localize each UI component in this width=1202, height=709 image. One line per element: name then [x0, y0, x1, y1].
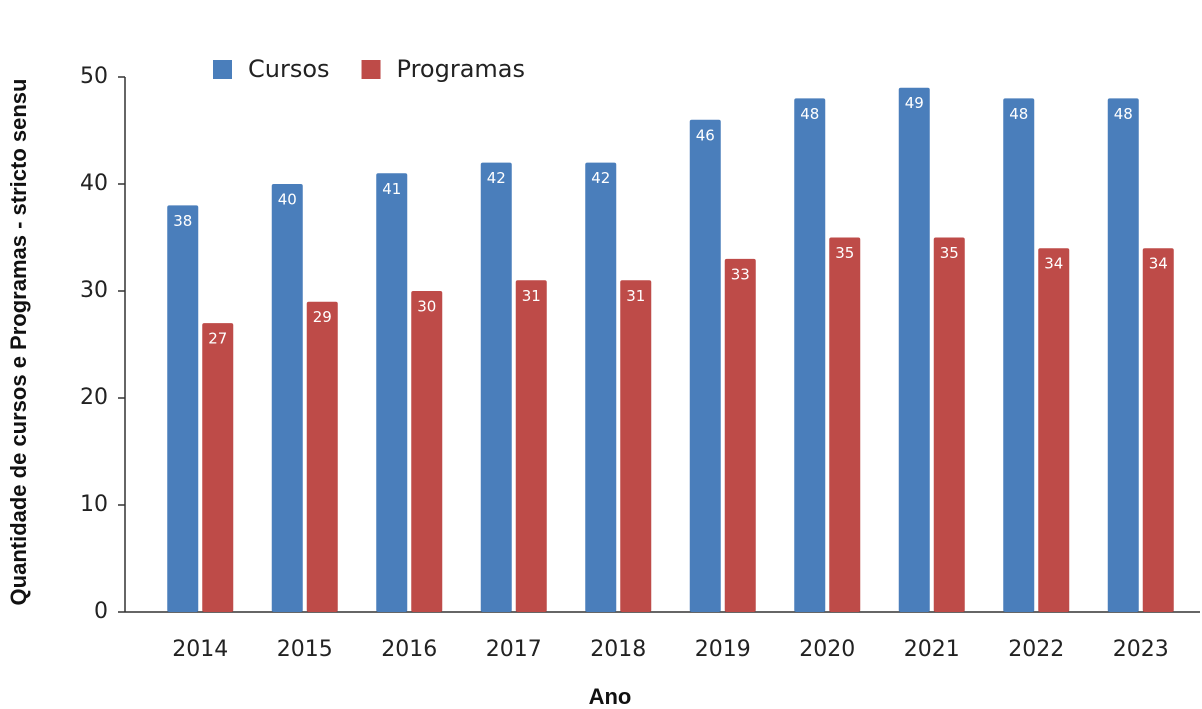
bar: [515, 280, 547, 612]
value-label: 48: [800, 105, 819, 123]
value-label: 35: [940, 244, 959, 262]
bar: [1003, 98, 1035, 612]
value-label: 34: [1044, 255, 1063, 273]
x-tick-label: 2022: [1008, 637, 1064, 662]
y-tick-label: 10: [80, 492, 108, 517]
bar: [829, 237, 861, 612]
x-tick-label: 2020: [799, 637, 855, 662]
value-label: 48: [1009, 105, 1028, 123]
value-label: 31: [626, 287, 645, 305]
bar: [306, 301, 338, 612]
value-label: 42: [591, 169, 610, 187]
x-tick-label: 2015: [277, 637, 333, 662]
y-tick-label: 40: [80, 171, 108, 196]
bar: [480, 162, 512, 612]
value-label: 48: [1114, 105, 1133, 123]
value-label: 29: [313, 308, 332, 326]
value-label: 46: [696, 126, 715, 144]
bar: [585, 162, 617, 612]
bar: [898, 87, 930, 612]
value-label: 38: [173, 212, 192, 230]
legend-swatch: [213, 60, 232, 79]
legend-label: Cursos: [248, 55, 330, 83]
bar: [271, 184, 303, 612]
bar: [411, 291, 443, 612]
bar: [724, 258, 756, 612]
bar: [167, 205, 199, 612]
x-tick-label: 2018: [590, 637, 646, 662]
bar: [1038, 248, 1070, 612]
x-tick-label: 2021: [904, 637, 960, 662]
bar: [794, 98, 826, 612]
bar: [376, 173, 408, 613]
value-label: 27: [208, 330, 227, 348]
y-tick-label: 30: [80, 278, 108, 303]
value-label: 35: [835, 244, 854, 262]
bar: [202, 323, 234, 612]
value-label: 41: [382, 180, 401, 198]
x-tick-label: 2019: [695, 637, 751, 662]
legend-swatch: [361, 60, 381, 79]
bar: [689, 119, 721, 613]
legend-label: Programas: [397, 55, 525, 83]
x-tick-label: 2016: [381, 637, 437, 662]
y-tick-label: 50: [80, 64, 108, 89]
value-label: 40: [278, 191, 297, 209]
value-label: 33: [731, 265, 750, 283]
x-tick-label: 2017: [486, 637, 542, 662]
value-label: 30: [417, 298, 436, 316]
bar: [1107, 98, 1139, 612]
x-tick-label: 2023: [1113, 637, 1169, 662]
y-axis-title: Quantidade de cursos e Programas - stric…: [6, 79, 31, 606]
bar: [933, 237, 965, 612]
bar: [620, 280, 652, 612]
value-label: 31: [522, 287, 541, 305]
y-tick-label: 0: [94, 599, 108, 624]
value-label: 49: [905, 94, 924, 112]
value-label: 34: [1149, 255, 1168, 273]
x-tick-label: 2014: [172, 637, 228, 662]
x-axis-title: Ano: [589, 684, 632, 709]
value-label: 42: [487, 169, 506, 187]
y-tick-label: 20: [80, 385, 108, 410]
bar: [1142, 248, 1174, 612]
